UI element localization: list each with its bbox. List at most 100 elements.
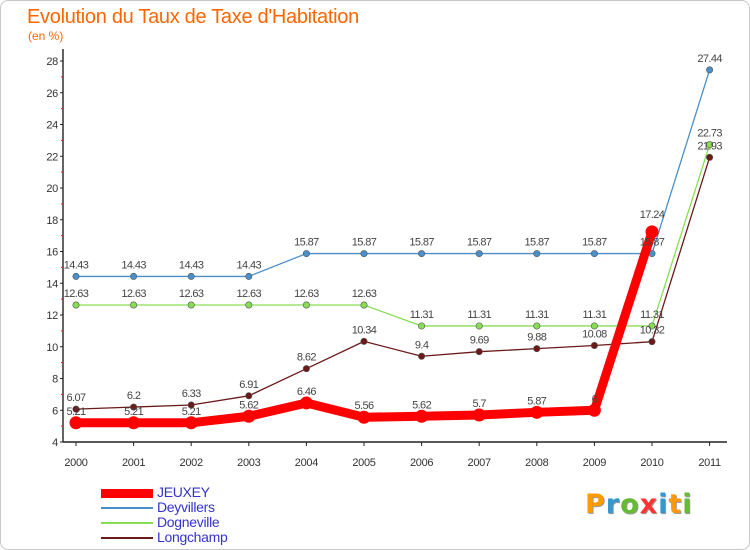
data-point-deyvillers	[590, 250, 598, 258]
data-point-jeuxey	[299, 396, 313, 410]
data-point-deyvillers	[245, 272, 253, 280]
data-label-jeuxey: 6	[592, 393, 598, 405]
data-point-dogneville	[360, 301, 368, 309]
data-label-dogneville: 11.31	[467, 309, 491, 321]
data-label-jeuxey: 5.21	[66, 406, 85, 418]
data-label-deyvillers: 15.87	[582, 237, 607, 249]
data-point-deyvillers	[475, 250, 483, 258]
data-label-deyvillers: 14.43	[237, 259, 262, 271]
data-label-deyvillers: 15.87	[467, 237, 492, 249]
data-point-dogneville	[533, 322, 541, 330]
data-label-deyvillers: 15.87	[409, 237, 434, 249]
data-point-jeuxey	[472, 408, 486, 422]
data-point-jeuxey	[645, 225, 659, 239]
data-point-dogneville	[245, 301, 253, 309]
data-point-longchamp	[706, 153, 714, 161]
data-label-longchamp: 6.2	[127, 390, 141, 402]
data-point-longchamp	[130, 403, 138, 411]
data-label-longchamp: 10.34	[352, 324, 377, 336]
y-tick-label: 22	[46, 151, 58, 163]
data-point-dogneville	[130, 301, 138, 309]
y-tick-label: 26	[46, 88, 58, 100]
data-label-dogneville: 12.63	[121, 288, 146, 300]
data-point-dogneville	[72, 301, 80, 309]
x-tick-label: 2006	[410, 457, 433, 469]
data-label-longchamp: 6.07	[66, 392, 85, 404]
x-tick-label: 2007	[468, 457, 491, 469]
y-tick-label: 6	[52, 405, 58, 417]
y-tick-label: 14	[46, 278, 58, 290]
y-tick-label: 16	[46, 247, 58, 259]
data-point-longchamp	[302, 365, 310, 373]
data-point-jeuxey	[127, 416, 141, 430]
data-label-dogneville: 11.31	[410, 309, 434, 321]
data-label-longchamp: 6.33	[182, 388, 201, 400]
x-tick-label: 2003	[237, 457, 260, 469]
data-point-deyvillers	[533, 250, 541, 258]
data-point-deyvillers	[72, 272, 80, 280]
data-point-jeuxey	[415, 409, 429, 423]
data-label-deyvillers: 15.87	[640, 237, 665, 249]
data-point-longchamp	[245, 392, 253, 400]
data-label-dogneville: 12.63	[179, 288, 204, 300]
series-line-deyvillers	[75, 69, 711, 278]
x-tick-label: 2010	[640, 457, 663, 469]
data-point-jeuxey	[242, 409, 256, 423]
logo-letter: o	[620, 489, 640, 520]
data-point-deyvillers	[187, 272, 195, 280]
data-label-longchamp: 9.69	[470, 335, 489, 347]
data-label-longchamp: 10.08	[582, 328, 607, 340]
data-label-dogneville: 11.31	[525, 309, 549, 321]
legend-swatch	[101, 537, 153, 539]
data-point-jeuxey	[357, 410, 371, 424]
x-tick-label: 2005	[352, 457, 375, 469]
data-label-jeuxey: 6.46	[297, 386, 316, 398]
data-label-longchamp: 9.4	[415, 339, 429, 351]
data-label-jeuxey: 5.62	[412, 399, 431, 411]
y-tick-label: 18	[46, 215, 58, 227]
data-label-dogneville: 11.31	[583, 309, 607, 321]
logo-letter: r	[605, 489, 621, 520]
data-point-longchamp	[360, 337, 368, 345]
data-label-deyvillers: 27.44	[697, 53, 722, 65]
data-point-deyvillers	[360, 250, 368, 258]
data-point-deyvillers	[418, 250, 426, 258]
data-point-jeuxey	[184, 416, 198, 430]
y-tick-label: 28	[46, 56, 58, 68]
y-tick-label: 4	[52, 437, 58, 449]
data-label-dogneville: 11.31	[640, 309, 664, 321]
data-point-deyvillers	[302, 250, 310, 258]
data-label-dogneville: 12.63	[64, 288, 89, 300]
data-label-jeuxey: 5.56	[354, 400, 373, 412]
legend-swatch	[101, 488, 153, 498]
logo-letter: i	[658, 489, 669, 520]
data-label-jeuxey: 5.87	[527, 395, 546, 407]
data-label-jeuxey: 17.24	[640, 209, 665, 221]
data-label-longchamp: 8.62	[297, 352, 316, 364]
data-point-dogneville	[302, 301, 310, 309]
data-label-dogneville: 12.63	[352, 288, 377, 300]
x-tick-label: 2011	[698, 457, 721, 469]
data-point-dogneville	[475, 322, 483, 330]
legend-swatch	[101, 522, 153, 524]
data-label-jeuxey: 5.21	[124, 406, 143, 418]
data-label-dogneville: 12.63	[237, 288, 262, 300]
data-label-longchamp: 6.91	[239, 379, 258, 391]
logo-letter: x	[639, 489, 659, 520]
legend-label: JEUXEY	[157, 484, 210, 500]
data-label-deyvillers: 15.87	[294, 237, 319, 249]
x-tick-label: 2008	[525, 457, 548, 469]
data-point-longchamp	[475, 348, 483, 356]
chart-title: Evolution du Taux de Taxe d'Habitation	[27, 6, 359, 28]
data-point-longchamp	[72, 405, 80, 413]
data-point-dogneville	[706, 141, 714, 149]
data-point-longchamp	[533, 345, 541, 353]
data-label-longchamp: 21.93	[697, 140, 722, 152]
data-point-longchamp	[648, 338, 656, 346]
data-label-dogneville: 12.63	[294, 288, 319, 300]
legend-label: Dogneville	[157, 514, 220, 530]
data-label-jeuxey: 5.62	[239, 399, 258, 411]
proxiti-logo: Proxiti	[585, 489, 693, 520]
